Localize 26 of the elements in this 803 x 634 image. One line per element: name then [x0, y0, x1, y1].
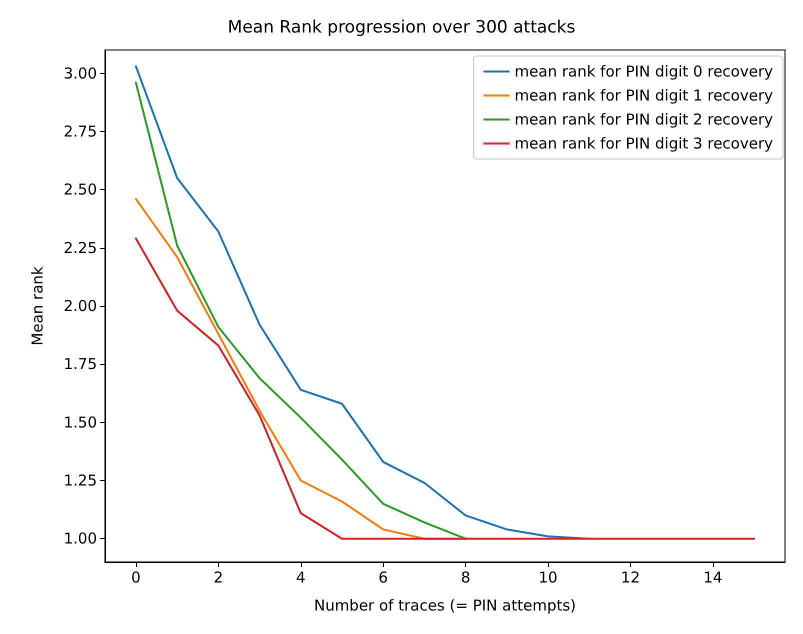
x-tick-label: 6 — [378, 568, 388, 586]
y-tick-label: 1.25 — [64, 472, 97, 490]
y-tick-label: 2.75 — [64, 122, 97, 140]
chart-title: Mean Rank progression over 300 attacks — [228, 18, 576, 38]
y-tick-label: 2.25 — [64, 238, 97, 257]
legend-label: mean rank for PIN digit 1 recovery — [514, 86, 774, 104]
legend-label: mean rank for PIN digit 2 recovery — [514, 110, 774, 128]
x-tick-label: 2 — [214, 568, 224, 586]
x-tick-label: 12 — [620, 568, 640, 586]
line-series — [134, 238, 756, 540]
x-tick-label: 0 — [131, 568, 141, 586]
y-tick-label: 1.50 — [64, 413, 97, 432]
legend-label: mean rank for PIN digit 0 recovery — [514, 62, 774, 80]
y-tick-label: 1.00 — [64, 530, 97, 548]
line-series — [134, 82, 467, 540]
y-tick-label: 2.00 — [64, 297, 97, 315]
x-tick-label: 14 — [703, 568, 722, 586]
x-tick-label: 10 — [538, 568, 558, 586]
x-tick-label: 4 — [296, 568, 306, 586]
x-axis-title: Number of traces (= PIN attempts) — [314, 596, 576, 614]
x-tick-label: 8 — [460, 568, 470, 586]
y-tick-label: 2.50 — [64, 180, 97, 199]
y-tick-label: 1.75 — [64, 355, 97, 374]
legend-label: mean rank for PIN digit 3 recovery — [514, 134, 774, 152]
y-tick-label: 3.00 — [64, 64, 97, 82]
y-axis-title: Mean rank — [28, 266, 46, 346]
